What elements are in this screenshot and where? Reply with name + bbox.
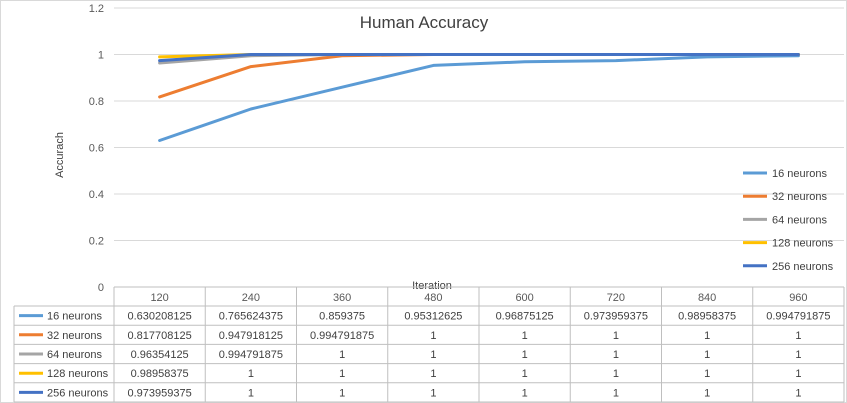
table-cell: 1: [430, 368, 436, 380]
y-tick-label: 0: [98, 282, 104, 294]
table-cell: 1: [613, 330, 619, 342]
x-tick-label: 480: [424, 292, 442, 304]
x-tick-label: 360: [333, 292, 351, 304]
table-cell: 0.817708125: [128, 330, 192, 342]
legend-entry: 64 neurons: [772, 214, 828, 226]
table-cell: 0.95312625: [404, 311, 462, 323]
series-line: [158, 53, 800, 63]
table-cell: 1: [795, 368, 801, 380]
table-cell: 1: [795, 330, 801, 342]
y-tick-labels: 0 0.2 0.4 0.6 0.8 1 1.2: [89, 3, 104, 294]
x-tick-label: 840: [698, 292, 716, 304]
table-row-label: 256 neurons: [47, 387, 109, 399]
table-cell: 0.947918125: [219, 330, 283, 342]
table-cell: 1: [795, 387, 801, 399]
table-cell: 0.96354125: [131, 349, 189, 361]
table-cell: 1: [522, 368, 528, 380]
y-tick-label: 0.8: [89, 96, 104, 108]
x-axis-title: Iteration: [412, 280, 452, 292]
table-cell: 1: [795, 349, 801, 361]
y-axis-title: Accurach: [54, 132, 66, 178]
table-cell: 0.98958375: [131, 368, 189, 380]
table-cell: 1: [613, 349, 619, 361]
table-cell: 1: [430, 330, 436, 342]
data-table: 120 240 360 480 600 720 840 960 16 neurons 0.6302…: [13, 286, 845, 403]
legend-entry: 16 neurons: [772, 168, 828, 180]
table-cell: 0.859375: [319, 311, 365, 323]
table-cell: 0.994791875: [310, 330, 374, 342]
series-line: [158, 54, 800, 142]
table-cell: 1: [704, 330, 710, 342]
legend: 16 neurons 32 neurons 64 neurons 128 neuron…: [743, 168, 834, 273]
legend-entry: 128 neurons: [772, 238, 834, 250]
table-cell: 1: [430, 349, 436, 361]
y-tick-label: 0.4: [89, 189, 104, 201]
table-cell: 1: [339, 368, 345, 380]
x-tick-label: 720: [607, 292, 625, 304]
series-lines: [158, 53, 800, 142]
table-cell: 0.765624375: [219, 311, 283, 323]
table-cell: 1: [704, 368, 710, 380]
table-cell: 0.98958375: [678, 311, 736, 323]
table-cell: 1: [522, 330, 528, 342]
legend-entry: 256 neurons: [772, 261, 834, 273]
table-cell: 0.973959375: [584, 311, 648, 323]
table-row-label: 128 neurons: [47, 368, 109, 380]
table-cell: 0.994791875: [219, 349, 283, 361]
legend-entry: 32 neurons: [772, 191, 828, 203]
table-cell: 1: [704, 387, 710, 399]
table-cell: 1: [248, 368, 254, 380]
table-cell: 1: [613, 368, 619, 380]
y-tick-label: 0.2: [89, 236, 104, 248]
table-cell: 0.973959375: [128, 387, 192, 399]
y-tick-label: 1: [98, 50, 104, 62]
y-tick-label: 0.6: [89, 143, 104, 155]
table-cell: 0.96875125: [496, 311, 554, 323]
table-cell: 1: [339, 387, 345, 399]
table-row-label: 16 neurons: [47, 311, 103, 323]
table-cell: 1: [248, 387, 254, 399]
x-tick-label: 600: [515, 292, 533, 304]
table-cell: 0.994791875: [766, 311, 830, 323]
chart-title: Human Accuracy: [360, 13, 489, 32]
x-tick-label: 960: [789, 292, 807, 304]
table-cell: 1: [430, 387, 436, 399]
table-cell: 1: [704, 349, 710, 361]
table-cell: 1: [522, 387, 528, 399]
table-cell: 1: [613, 387, 619, 399]
table-row-label: 64 neurons: [47, 349, 103, 361]
table-row-label: 32 neurons: [47, 330, 103, 342]
table-cell: 1: [522, 349, 528, 361]
y-tick-label: 1.2: [89, 3, 104, 15]
x-tick-label: 240: [242, 292, 260, 304]
table-cell: 1: [339, 349, 345, 361]
x-tick-label: 120: [150, 292, 168, 304]
table-cell: 0.630208125: [128, 311, 192, 323]
